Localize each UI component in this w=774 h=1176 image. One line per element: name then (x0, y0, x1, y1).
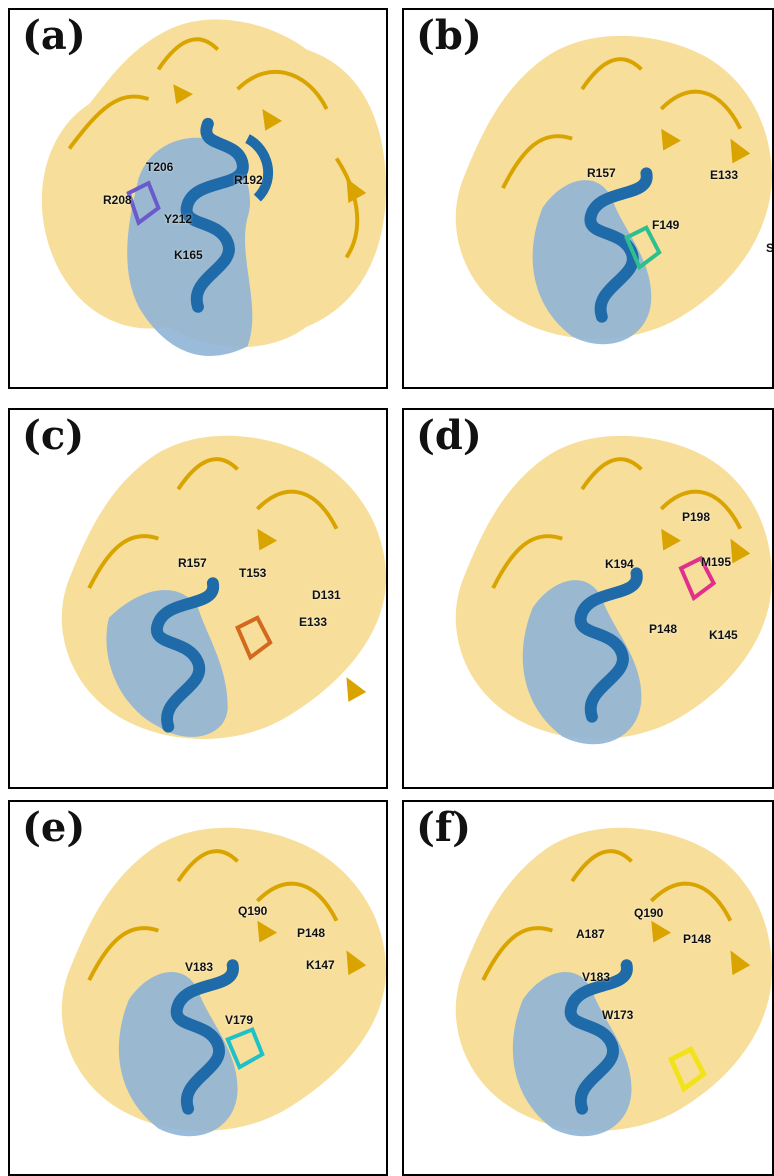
residue-label: R192 (234, 173, 263, 187)
residue-label: D131 (312, 588, 341, 602)
panel-label: (f) (416, 804, 472, 851)
protein-structure-render (455, 827, 772, 1137)
panel-d: (d) P198 K194 M195 P148 K145 (402, 408, 774, 789)
residue-label: K165 (174, 248, 203, 262)
residue-label: Y212 (164, 212, 193, 226)
residue-label: V183 (582, 970, 611, 984)
residue-label: M195 (701, 555, 732, 569)
residue-label: E133 (299, 615, 328, 629)
panel-label: (e) (22, 804, 86, 851)
panel-f: (f) Q190 A187 P148 V183 W173 (402, 800, 774, 1176)
residue-label: P198 (682, 510, 711, 524)
residue-label: P148 (683, 932, 712, 946)
residue-label: P148 (297, 926, 326, 940)
panel-c: (c) R157 T153 D131 E133 (8, 408, 388, 789)
residue-label: K145 (709, 628, 738, 642)
panel-label: (c) (22, 412, 85, 459)
panel-a: (a) T206 R192 R208 Y212 K165 (8, 8, 388, 389)
residue-label: S68 (766, 241, 774, 255)
residue-label: V183 (185, 960, 214, 974)
residue-label: R157 (587, 166, 616, 180)
protein-structure-render (455, 35, 772, 345)
residue-label: W173 (602, 1008, 634, 1022)
residue-label: P148 (649, 622, 678, 636)
panel-label: (b) (416, 12, 482, 59)
residue-label: V179 (225, 1013, 254, 1027)
protein-structure-render (61, 827, 386, 1137)
panel-e: (e) Q190 P148 K147 V183 V179 (8, 800, 388, 1176)
residue-label: R157 (178, 556, 207, 570)
residue-label: T206 (146, 160, 174, 174)
protein-structure-render (41, 19, 386, 356)
residue-label: F149 (652, 218, 680, 232)
residue-label: A187 (576, 927, 605, 941)
protein-structure-render (455, 435, 772, 745)
residue-label: K147 (306, 958, 335, 972)
residue-label: K194 (605, 557, 634, 571)
panel-label: (d) (416, 412, 482, 459)
panel-label: (a) (22, 12, 86, 59)
residue-label: T153 (239, 566, 267, 580)
residue-label: R208 (103, 193, 132, 207)
residue-label: Q190 (238, 904, 268, 918)
protein-structure-render (61, 435, 386, 740)
panel-b: (b) R157 E133 F149 S68 (402, 8, 774, 389)
residue-label: Q190 (634, 906, 664, 920)
residue-label: E133 (710, 168, 739, 182)
